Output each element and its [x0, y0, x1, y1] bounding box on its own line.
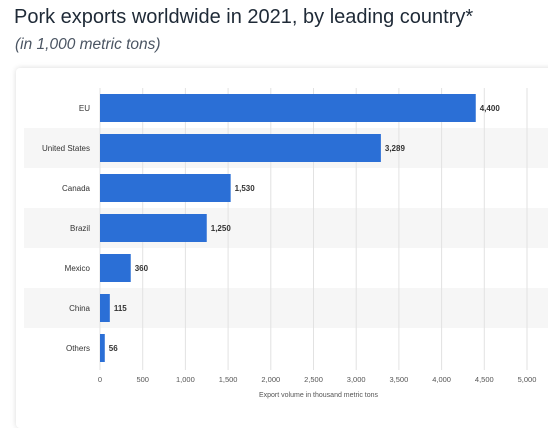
chart-title: Pork exports worldwide in 2021, by leadi…: [14, 6, 474, 28]
x-tick-label: 5,000: [518, 375, 537, 384]
category-label: Others: [66, 344, 90, 353]
bar-eu[interactable]: [100, 94, 476, 122]
value-label: 1,530: [235, 184, 256, 193]
x-axis-title: Export volume in thousand metric tons: [259, 392, 379, 399]
value-label: 360: [135, 264, 149, 273]
x-tick-label: 3,000: [347, 375, 366, 384]
category-label: China: [69, 304, 90, 313]
x-tick-label: 4,000: [432, 375, 451, 384]
bar-china[interactable]: [100, 294, 110, 322]
category-label: Mexico: [65, 264, 91, 273]
bar-canada[interactable]: [100, 174, 231, 202]
x-tick-label: 1,000: [176, 375, 195, 384]
value-label: 56: [109, 344, 118, 353]
x-tick-label: 3,500: [390, 375, 409, 384]
category-label: EU: [79, 104, 90, 113]
chart-subtitle: (in 1,000 metric tons): [15, 36, 161, 53]
x-tick-label: 4,500: [475, 375, 494, 384]
value-label: 1,250: [211, 224, 232, 233]
bar-others[interactable]: [100, 334, 105, 362]
x-tick-label: 2,500: [304, 375, 323, 384]
row-band: [24, 288, 548, 328]
bar-brazil[interactable]: [100, 214, 207, 242]
bar-united-states[interactable]: [100, 134, 381, 162]
x-tick-label: 2,000: [261, 375, 280, 384]
value-label: 4,400: [480, 104, 501, 113]
category-label: United States: [42, 144, 90, 153]
bar-chart: EU 4,400 United States 3,289 Canada 1,530 Braz…: [24, 88, 548, 399]
x-tick-label: 500: [136, 375, 149, 384]
bar-mexico[interactable]: [100, 254, 131, 282]
x-tick-label: 1,500: [219, 375, 238, 384]
value-label: 115: [114, 304, 127, 313]
category-label: Brazil: [70, 224, 90, 233]
value-label: 3,289: [385, 144, 406, 153]
x-tick-label: 0: [98, 375, 102, 384]
category-label: Canada: [62, 184, 91, 193]
